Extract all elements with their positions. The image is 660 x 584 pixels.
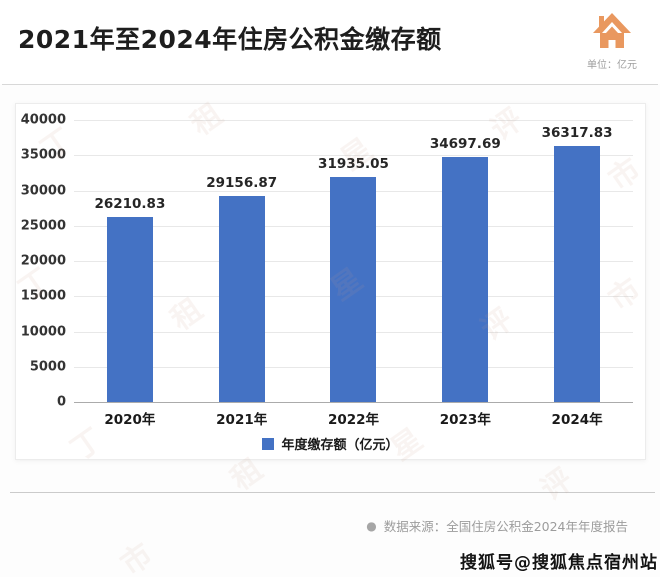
legend-label: 年度缴存额（亿元）: [281, 438, 399, 453]
y-tick-label: 35000: [20, 147, 66, 163]
x-tick-label: 2022年: [327, 412, 380, 428]
bar-value-label: 36317.83: [541, 124, 613, 141]
header-divider: [2, 84, 658, 85]
sohu-watermark: 搜狐号@搜狐焦点宿州站: [460, 553, 658, 573]
bar-value-label: 26210.83: [94, 196, 166, 213]
x-tick-label: 2023年: [439, 412, 491, 428]
header: 2021年至2024年住房公积金缴存额 单位：亿元: [0, 0, 660, 84]
unit-label: 单位：亿元: [587, 60, 637, 71]
legend: 年度缴存额（亿元）: [16, 434, 645, 453]
footer-divider: [10, 492, 655, 493]
source-text: 数据来源：全国住房公积金2024年年度报告: [383, 519, 628, 534]
data-source: ● 数据来源：全国住房公积金2024年年度报告: [366, 516, 628, 535]
y-tick-label: 40000: [20, 112, 66, 128]
unit-block: 单位：亿元: [582, 10, 642, 71]
gridline: [74, 155, 633, 157]
x-axis-labels: 2020年 2021年 2022年 2023年 2024年: [74, 408, 633, 428]
bar-value-label: 29156.87: [206, 175, 278, 192]
bar-value-label: 31935.05: [318, 155, 389, 172]
bar-group: 29156.87: [186, 120, 298, 402]
x-axis-line: [74, 402, 633, 403]
y-tick-label: 0: [56, 394, 66, 410]
y-tick-label: 20000: [20, 253, 66, 269]
x-tick-label: 2021年: [216, 412, 268, 428]
bar-value-label: 34697.69: [429, 136, 501, 153]
bar-group: 36317.83: [521, 120, 633, 402]
legend-swatch-icon: [262, 437, 275, 450]
y-tick-label: 5000: [29, 359, 66, 375]
y-axis-labels: 40000 35000 30000 25000 20000 15000 1000…: [20, 113, 66, 410]
bar-group: 34697.69: [409, 120, 521, 402]
bar: [554, 145, 601, 402]
bar: [106, 217, 153, 402]
bar: [330, 176, 377, 402]
page-title: 2021年至2024年住房公积金缴存额: [18, 25, 442, 54]
y-tick-label: 25000: [20, 218, 66, 234]
bar-group: 31935.05: [298, 120, 410, 402]
x-tick-label: 2024年: [551, 412, 603, 428]
house-icon: [593, 13, 631, 48]
watermark-tile: 市: [114, 536, 160, 583]
plot-area: 40000 35000 30000 25000 20000 15000 1000…: [21, 113, 633, 410]
y-tick-label: 10000: [20, 324, 66, 339]
bar: [218, 196, 265, 402]
y-tick-label: 15000: [20, 288, 66, 304]
y-tick-label: 30000: [20, 183, 66, 198]
bars: 26210.83 29156.87 31935.05 34697.69 3631…: [74, 120, 633, 402]
chart-card: 40000 35000 30000 25000 20000 15000 1000…: [15, 103, 646, 460]
watermark-tile: 评: [534, 461, 580, 508]
bar-group: 26210.83: [74, 120, 186, 402]
x-tick-label: 2020年: [104, 412, 156, 428]
bar: [442, 157, 489, 402]
bullet-icon: ●: [366, 518, 377, 533]
gridline: [74, 120, 633, 121]
